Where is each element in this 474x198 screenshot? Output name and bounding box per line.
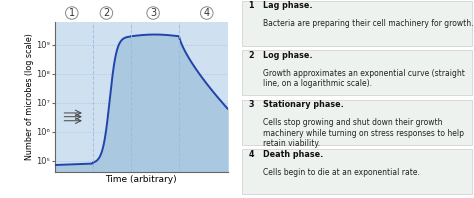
- Bar: [131, 22, 179, 172]
- Text: Cells begin to die at an exponential rate.: Cells begin to die at an exponential rat…: [263, 168, 419, 177]
- X-axis label: Time (arbitrary): Time (arbitrary): [105, 175, 177, 184]
- Text: Cells stop growing and shut down their growth machinery while turning on stress : Cells stop growing and shut down their g…: [263, 118, 464, 148]
- Text: 2: 2: [103, 8, 109, 18]
- Y-axis label: Number of microbes (log scale): Number of microbes (log scale): [25, 34, 34, 160]
- Text: 2: 2: [249, 51, 260, 60]
- Bar: [55, 22, 92, 172]
- Text: 4: 4: [249, 150, 260, 159]
- Text: 1: 1: [249, 1, 260, 10]
- FancyBboxPatch shape: [242, 50, 472, 95]
- Text: 3: 3: [249, 101, 260, 109]
- FancyBboxPatch shape: [242, 100, 472, 145]
- Text: 1: 1: [69, 8, 75, 18]
- Bar: [92, 22, 131, 172]
- Text: Stationary phase.: Stationary phase.: [263, 101, 344, 109]
- Text: Bacteria are preparing their cell machinery for growth.: Bacteria are preparing their cell machin…: [263, 19, 474, 28]
- FancyBboxPatch shape: [242, 149, 472, 194]
- FancyBboxPatch shape: [242, 1, 472, 46]
- Text: 3: 3: [150, 8, 156, 18]
- Text: Log phase.: Log phase.: [263, 51, 312, 60]
- Text: Death phase.: Death phase.: [263, 150, 323, 159]
- Bar: [179, 22, 228, 172]
- Text: Growth approximates an exponential curve (straight line, on a logarithmic scale): Growth approximates an exponential curve…: [263, 69, 465, 88]
- Text: Lag phase.: Lag phase.: [263, 1, 312, 10]
- Text: 4: 4: [204, 8, 210, 18]
